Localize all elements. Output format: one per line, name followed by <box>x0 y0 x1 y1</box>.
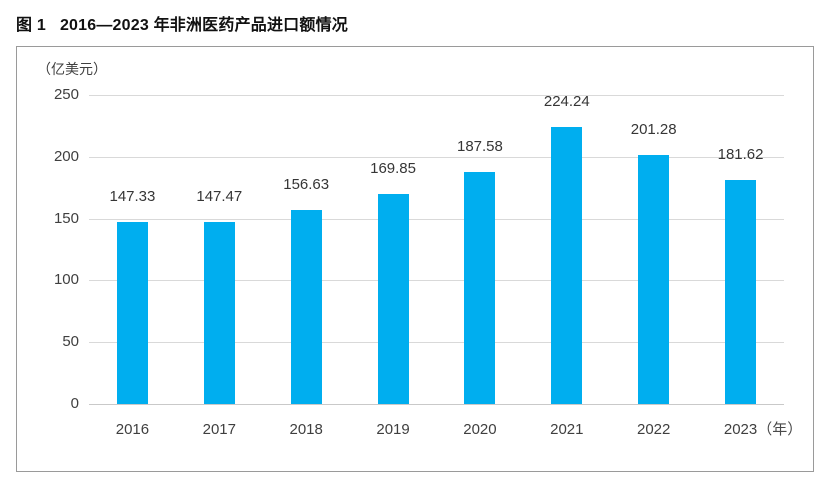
bar-value-label-2020: 187.58 <box>456 138 503 156</box>
bar-value-label-2021: 224.24 <box>543 92 590 110</box>
bar-value-label-2022: 201.28 <box>630 121 677 139</box>
x-tick-label-2017: 2017 <box>202 421 236 438</box>
bar-2019 <box>377 194 409 404</box>
chart-frame: （亿美元） 0 50 100 150 200 250 147.33 2016 147.47 201… <box>16 46 814 472</box>
x-axis-unit-suffix: （年） <box>757 421 803 438</box>
x-tick-label-2019: 2019 <box>376 421 410 438</box>
x-tick-label-2018: 2018 <box>289 421 323 438</box>
x-tick-label-2023: 2023 （年） <box>723 421 803 438</box>
bar-value-label-2016: 147.33 <box>109 187 156 205</box>
bar-value-label-2019: 169.85 <box>370 160 417 178</box>
bar-2023 <box>725 179 757 404</box>
y-tick-label-50: 50 <box>62 333 79 351</box>
figure-label: 图 1 <box>16 17 46 34</box>
gridline-y100 <box>89 280 784 282</box>
x-tick-label-2021: 2021 <box>550 421 584 438</box>
bar-2021 <box>551 126 583 404</box>
bar-2017 <box>203 221 235 404</box>
y-tick-label-150: 150 <box>53 209 79 227</box>
bar-2020 <box>464 172 496 404</box>
y-tick-label-200: 200 <box>53 147 79 165</box>
gridline-y150 <box>89 218 784 220</box>
x-tick-label-2020: 2020 <box>463 421 497 438</box>
figure-title-row: 图 1 2016—2023 年非洲医药产品进口额情况 <box>16 11 348 35</box>
bar-value-label-2018: 156.63 <box>283 176 330 194</box>
bar-2018 <box>290 210 322 404</box>
bar-value-label-2023: 181.62 <box>717 145 764 163</box>
gridline-y250 <box>89 95 784 96</box>
y-tick-label-0: 0 <box>70 395 79 412</box>
y-tick-label-100: 100 <box>53 271 79 289</box>
bar-2016 <box>116 221 148 404</box>
y-tick-label-250: 250 <box>53 86 79 103</box>
x-tick-label-2022: 2022 <box>637 421 671 438</box>
y-axis-unit-label: （亿美元） <box>37 61 107 77</box>
figure-title: 2016—2023 年非洲医药产品进口额情况 <box>59 17 348 34</box>
x-tick-label-2016: 2016 <box>115 421 150 438</box>
gridline-y0 <box>89 404 784 405</box>
bar-2022 <box>638 155 670 404</box>
plot-area: 0 50 100 150 200 250 147.33 2016 147.47 2017 156.6… <box>54 86 802 438</box>
bar-value-label-2017: 147.47 <box>196 187 243 205</box>
gridline-y200 <box>89 156 784 158</box>
gridline-y50 <box>89 342 784 344</box>
